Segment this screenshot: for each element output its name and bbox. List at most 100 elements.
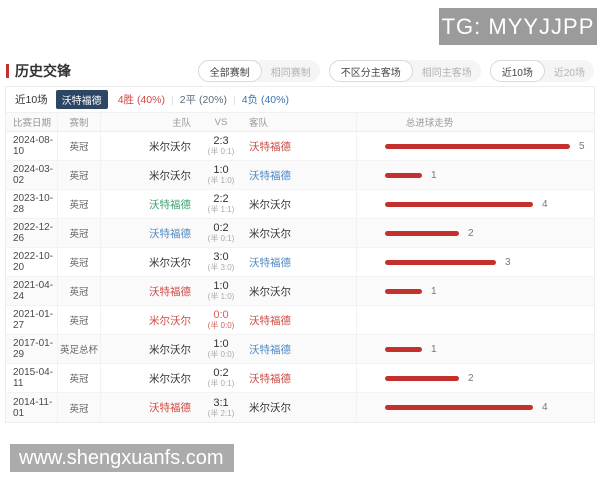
score-cell: 0:2 (半 0:1)	[201, 367, 241, 389]
toggle-all-competitions[interactable]: 全部赛制	[197, 60, 262, 82]
goals-trend-bar	[385, 172, 422, 178]
goals-trend-bar	[385, 405, 533, 410]
match-date: 2022-12-26	[13, 222, 54, 244]
away-team: 沃特福德	[249, 169, 291, 182]
goals-trend-bar	[385, 259, 496, 265]
toggle-groups: 全部赛制 相同赛制 不区分主客场 相同主客场 近10场 近20场	[197, 60, 594, 82]
col-header-vs: VS	[214, 116, 228, 128]
goals-count: 2	[468, 372, 474, 384]
home-team: 米尔沃尔	[149, 372, 191, 385]
match-date: 2023-10-28	[13, 193, 54, 215]
toggle-last-20[interactable]: 近20场	[545, 60, 594, 82]
toggle-last-10[interactable]: 近10场	[489, 60, 545, 82]
score-cell: 2:3 (半 0:1)	[201, 135, 241, 157]
competition: 英冠	[57, 161, 101, 189]
col-header-away: 客队	[249, 118, 269, 129]
away-team: 沃特福德	[249, 343, 291, 356]
toggle-group: 不区分主客场 相同主客场	[328, 60, 481, 82]
goals-trend-bar	[385, 346, 422, 352]
table-row: 2024-08-10 英冠 米尔沃尔 2:3 (半 0:1) 沃特福德 5	[6, 132, 594, 161]
table-row: 2021-04-24 英冠 沃特福德 1:0 (半 1:0) 米尔沃尔 1	[6, 277, 594, 306]
goals-trend-bar	[385, 375, 459, 381]
full-time-score: 3:0	[213, 251, 229, 263]
table-row: 2017-01-29 英足总杯 米尔沃尔 1:0 (半 0:0) 沃特福德 1	[6, 335, 594, 364]
stat-separator: |	[232, 94, 236, 106]
half-time-score: (半 1:0)	[207, 176, 235, 185]
table-row: 2014-11-01 英冠 沃特福德 3:1 (半 2:1) 米尔沃尔 4	[6, 393, 594, 422]
full-time-score: 1:0	[213, 338, 229, 350]
table-row: 2022-10-20 英冠 米尔沃尔 3:0 (半 3:0) 沃特福德 3	[6, 248, 594, 277]
home-team: 沃特福德	[149, 285, 191, 298]
half-time-score: (半 3:0)	[207, 263, 235, 272]
title-wrap: 历史交锋	[6, 61, 71, 81]
half-time-score: (半 1:0)	[207, 292, 235, 301]
goals-trend-cell: 5	[356, 132, 594, 160]
toggle-group: 近10场 近20场	[489, 60, 594, 82]
away-team: 沃特福德	[249, 140, 291, 153]
score-cell: 0:0 (半 0:0)	[201, 309, 241, 331]
stat-separator: |	[170, 94, 174, 106]
away-team: 沃特福德	[249, 372, 291, 385]
home-team: 沃特福德	[149, 227, 191, 240]
goals-count: 5	[579, 140, 585, 152]
away-team: 沃特福德	[249, 256, 291, 269]
competition: 英冠	[57, 190, 101, 218]
match-date: 2014-11-01	[13, 396, 53, 419]
match-date: 2017-01-29	[13, 338, 54, 360]
col-header-goals-trend: 总进球走势	[356, 113, 594, 131]
away-team: 米尔沃尔	[249, 402, 291, 414]
goals-count: 3	[505, 256, 511, 268]
score-cell: 1:0 (半 1:0)	[201, 280, 241, 302]
full-time-score: 1:0	[213, 164, 229, 176]
competition: 英冠	[57, 132, 101, 160]
h2h-panel: 近10场 沃特福德 4胜 (40%) | 2平 (20%) | 4负 (40%) 比赛日…	[5, 86, 595, 423]
table-row: 2023-10-28 英冠 沃特福德 2:2 (半 1:1) 米尔沃尔 4	[6, 190, 594, 219]
goals-count: 4	[542, 402, 548, 413]
full-time-score: 0:0	[213, 309, 229, 321]
score-cell: 2:2 (半 1:1)	[201, 193, 241, 215]
half-time-score: (半 0:1)	[207, 147, 235, 156]
home-team: 米尔沃尔	[149, 314, 191, 327]
goals-trend-cell: 3	[356, 248, 594, 276]
goals-trend-cell: 1	[356, 335, 594, 363]
home-team: 米尔沃尔	[149, 343, 191, 356]
record-stats: 4胜 (40%) | 2平 (20%) | 4负 (40%)	[116, 92, 291, 107]
table-row: 2024-03-02 英冠 米尔沃尔 1:0 (半 1:0) 沃特福德 1	[6, 161, 594, 190]
goals-trend-bar	[385, 201, 533, 207]
col-header-home: 主队	[171, 118, 191, 129]
table-header: 比赛日期 赛制 主队 VS 客队 总进球走势	[6, 113, 594, 132]
half-time-score: (半 1:1)	[207, 205, 235, 214]
goals-trend-cell: 2	[356, 364, 594, 392]
competition: 英冠	[57, 364, 101, 392]
goals-trend-bar	[385, 230, 459, 236]
match-date: 2024-03-02	[13, 164, 54, 186]
score-cell: 1:0 (半 0:0)	[201, 338, 241, 360]
goals-trend-bar	[385, 288, 422, 294]
page-title: 历史交锋	[15, 63, 71, 79]
col-header-competition: 赛制	[57, 113, 101, 131]
full-time-score: 0:2	[213, 222, 229, 234]
toggle-same-venue[interactable]: 相同主客场	[413, 60, 481, 82]
goals-trend-cell: 4	[356, 393, 594, 422]
full-time-score: 0:2	[213, 367, 229, 379]
toggle-any-venue[interactable]: 不区分主客场	[328, 60, 413, 82]
half-time-score: (半 0:1)	[207, 234, 235, 243]
table-body: 2024-08-10 英冠 米尔沃尔 2:3 (半 0:1) 沃特福德 5 2024-03-0…	[6, 132, 594, 422]
match-date: 2024-08-10	[13, 135, 54, 157]
home-team: 米尔沃尔	[149, 140, 191, 153]
team-badge: 沃特福德	[55, 90, 108, 109]
competition: 英冠	[57, 393, 101, 422]
toggle-same-competition[interactable]: 相同赛制	[262, 60, 320, 82]
col-header-date: 比赛日期	[13, 118, 52, 129]
away-team: 沃特福德	[249, 314, 291, 327]
home-team: 沃特福德	[149, 402, 191, 414]
home-team: 沃特福德	[149, 198, 191, 211]
score-cell: 1:0 (半 1:0)	[201, 164, 241, 186]
competition: 英冠	[57, 306, 101, 334]
match-date: 2015-04-11	[13, 367, 54, 389]
goals-trend-cell: 1	[356, 277, 594, 305]
goals-trend-cell: 1	[356, 161, 594, 189]
watermark: www.shengxuanfs.com	[10, 444, 234, 472]
half-time-score: (半 2:1)	[207, 408, 235, 418]
